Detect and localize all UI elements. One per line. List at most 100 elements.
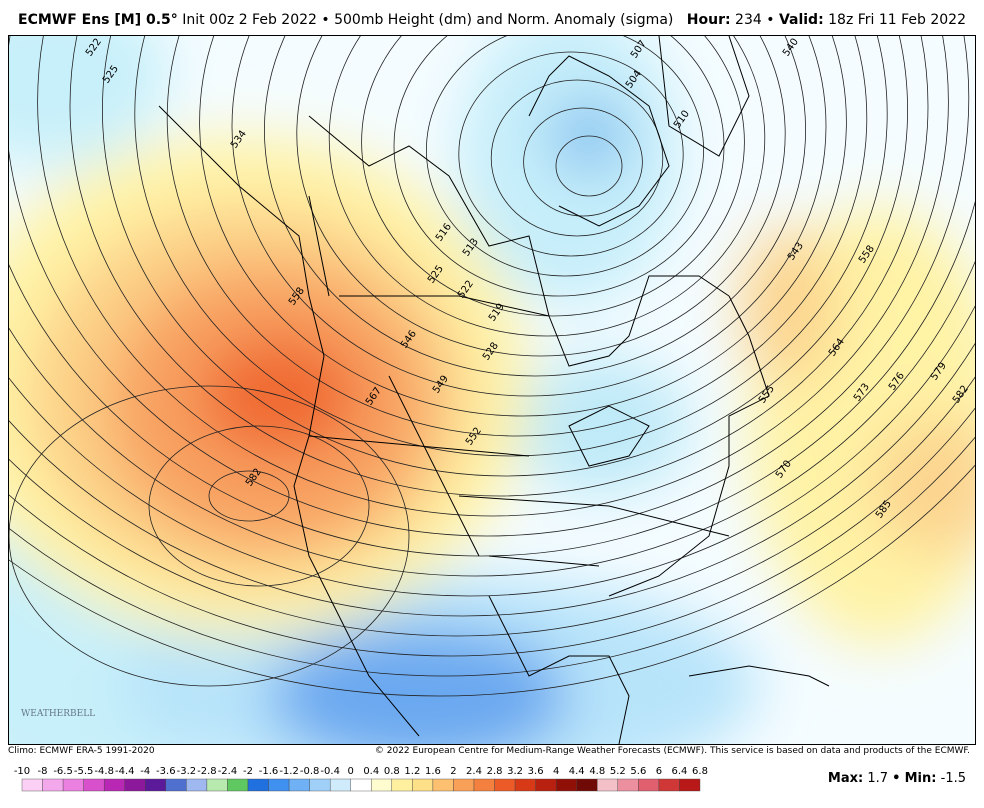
title: ECMWF Ens [M] 0.5° Init 00z 2 Feb 2022 •… bbox=[18, 12, 673, 28]
colorbar-tick-label: -0.4 bbox=[320, 766, 340, 777]
hour: 234 bbox=[735, 12, 762, 28]
colorbar-tick-label: -3.2 bbox=[177, 766, 197, 777]
colorbar-tick-label: 5.6 bbox=[630, 766, 646, 777]
height-contours bbox=[9, 36, 975, 697]
colorbar-tick-label: 0.8 bbox=[384, 766, 400, 777]
colorbar-tick-label: 6.4 bbox=[672, 766, 688, 777]
contour-line bbox=[9, 385, 410, 687]
colorbar-tick-label: -4.8 bbox=[94, 766, 114, 777]
colorbar-swatch bbox=[679, 778, 701, 792]
colorbar-swatch bbox=[103, 778, 125, 792]
colorbar-swatch bbox=[83, 778, 105, 792]
contour-line bbox=[37, 36, 949, 517]
colorbar-swatch bbox=[206, 778, 228, 792]
contour-line bbox=[523, 107, 643, 217]
colorbar-swatch bbox=[555, 778, 577, 792]
separator: • bbox=[321, 12, 330, 28]
contour-line bbox=[9, 305, 975, 597]
contour-line bbox=[9, 200, 975, 557]
contour-line bbox=[264, 36, 806, 377]
logo: WEATHERBELL bbox=[21, 709, 95, 719]
colorbar-tick-label: -8 bbox=[38, 766, 48, 777]
contour-line bbox=[166, 36, 868, 437]
colorbar-tick-label: 5.2 bbox=[610, 766, 626, 777]
colorbar-swatch bbox=[597, 778, 619, 792]
contour-line bbox=[361, 36, 745, 317]
colorbar-swatch bbox=[268, 778, 290, 792]
contour-line bbox=[555, 135, 623, 197]
contour-line bbox=[208, 470, 290, 522]
contour-line bbox=[296, 36, 786, 357]
colorbar-tick-label: 2.8 bbox=[487, 766, 503, 777]
colorbar-tick-label: 3.6 bbox=[528, 766, 544, 777]
contour-line bbox=[148, 425, 370, 587]
colorbar-swatch bbox=[309, 778, 331, 792]
colorbar-tick-label: -2 bbox=[243, 766, 253, 777]
copyright: © 2022 European Centre for Medium-Range … bbox=[374, 746, 970, 756]
colorbar-tick-label: -1.6 bbox=[259, 766, 279, 777]
model: ECMWF Ens [M] 0.5° bbox=[18, 12, 178, 28]
contour-line bbox=[134, 36, 888, 457]
colorbar-swatch bbox=[473, 778, 495, 792]
colorbar-tick-label: 2.4 bbox=[466, 766, 482, 777]
colorbar-swatch bbox=[350, 778, 372, 792]
colorbar-swatch bbox=[453, 778, 475, 792]
colorbar-tick-label: 2 bbox=[450, 766, 456, 777]
init: Init 00z 2 Feb 2022 bbox=[182, 12, 317, 28]
colorbar-swatch bbox=[658, 778, 680, 792]
map: 5225255345165135255225195285465495525585… bbox=[8, 35, 976, 745]
contour-line bbox=[199, 36, 847, 417]
contour-line bbox=[490, 79, 664, 237]
colorbar-swatch bbox=[186, 778, 208, 792]
valid-label: Valid: bbox=[778, 12, 824, 28]
colorbar-tick-label: -4 bbox=[140, 766, 150, 777]
anomaly-shading bbox=[9, 36, 975, 744]
contour-line bbox=[328, 36, 766, 337]
colorbar-swatch bbox=[288, 778, 310, 792]
contour-line bbox=[9, 436, 975, 677]
colorbar-swatch bbox=[21, 778, 43, 792]
colorbar-swatch bbox=[62, 778, 84, 792]
colorbar-tick-label: 4.8 bbox=[589, 766, 605, 777]
colorbar-swatch bbox=[432, 778, 454, 792]
colorbar-swatch bbox=[535, 778, 557, 792]
contour-line bbox=[69, 36, 929, 497]
colorbar-tick-label: 1.2 bbox=[404, 766, 420, 777]
colorbar-tick-label: -5.5 bbox=[74, 766, 94, 777]
colorbar-swatch bbox=[145, 778, 167, 792]
stats: Max: 1.7 • Min: -1.5 bbox=[828, 771, 966, 786]
colorbar-tick-label: 6 bbox=[656, 766, 662, 777]
colorbar-swatch bbox=[617, 778, 639, 792]
contour-line bbox=[9, 36, 970, 537]
hour-label: Hour: bbox=[686, 12, 731, 28]
valid-time: Hour: 234 • Valid: 18z Fri 11 Feb 2022 bbox=[687, 12, 966, 28]
colorbar-swatch bbox=[576, 778, 598, 792]
colorbar-tick-label: 0.4 bbox=[363, 766, 379, 777]
colorbar-tick-label: 6.8 bbox=[692, 766, 708, 777]
colorbar-swatch bbox=[494, 778, 516, 792]
contour-line bbox=[426, 36, 704, 277]
colorbar-tick-label: -4.4 bbox=[115, 766, 135, 777]
min-label: Min: bbox=[904, 771, 937, 786]
colorbar-swatch bbox=[329, 778, 351, 792]
colorbar-tick-label: -1.2 bbox=[279, 766, 299, 777]
colorbar-swatch bbox=[165, 778, 187, 792]
colorbar-swatch bbox=[42, 778, 64, 792]
colorbar-tick-label: -6.5 bbox=[53, 766, 73, 777]
colorbar-swatch bbox=[412, 778, 434, 792]
colorbar-tick-label: 3.2 bbox=[507, 766, 523, 777]
contour-line bbox=[102, 36, 908, 477]
max: 1.7 bbox=[867, 771, 889, 786]
colorbar: -10 -8 -6.5 -5.5 -4.8 -4.4 -4 -3.6 -3.2 -2.8 -2.4-… bbox=[14, 766, 708, 792]
colorbar-swatch bbox=[391, 778, 413, 792]
climo-note: Climo: ECMWF ERA-5 1991-2020 bbox=[8, 746, 155, 756]
contour-line bbox=[9, 260, 975, 577]
contour-line bbox=[9, 342, 975, 617]
valid: 18z Fri 11 Feb 2022 bbox=[828, 12, 966, 28]
colorbar-tick-label: 1.6 bbox=[425, 766, 441, 777]
field: 500mb Height (dm) and Norm. Anomaly (sig… bbox=[334, 12, 674, 28]
contour-line bbox=[458, 51, 684, 257]
colorbar-swatch bbox=[247, 778, 269, 792]
colorbar-swatch bbox=[227, 778, 249, 792]
